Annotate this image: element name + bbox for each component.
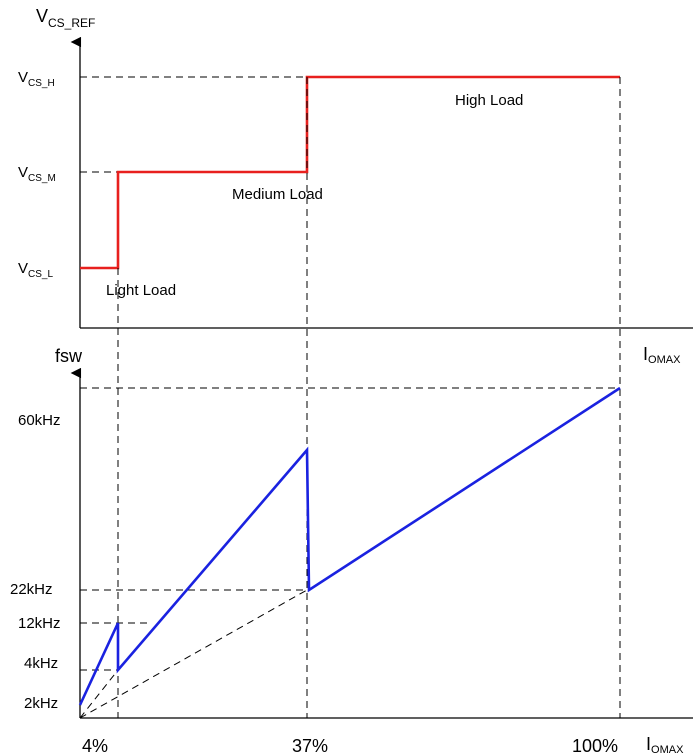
bottom-y-axis-title: fsw — [55, 346, 83, 366]
region-label-medium-load: Medium Load — [232, 186, 323, 203]
diag-extension-high — [79, 589, 308, 719]
switching-frequency-curve — [78, 386, 621, 706]
x-tick-4pct: 4% — [82, 736, 108, 755]
y-tick-12khz: 12kHz — [18, 615, 61, 632]
y-tick-60khz: 60kHz — [18, 412, 61, 429]
y-tick-22khz: 22kHz — [10, 581, 53, 598]
y-tick-4khz: 4kHz — [24, 655, 58, 672]
current-reference-step-curve — [80, 75, 620, 270]
y-tick-2khz: 2kHz — [24, 695, 58, 712]
top-y-axis-title: VCS_REF — [36, 6, 95, 30]
level-label-vcs-h: VCS_H — [18, 69, 55, 89]
bottom-chart: fsw 60kHz 22kHz 12kHz 4kHz 2kHz 4% 37% 1… — [10, 346, 693, 755]
bottom-x-axis-title: IOMAX — [646, 734, 684, 755]
top-chart: VCS_REF VCS_H VCS_M VCS_L Light Load Med… — [18, 6, 693, 366]
level-label-vcs-l: VCS_L — [18, 260, 53, 280]
top-x-axis-title: IOMAX — [643, 344, 681, 366]
region-label-light-load: Light Load — [106, 282, 176, 299]
x-tick-100pct: 100% — [572, 736, 618, 755]
x-tick-37pct: 37% — [292, 736, 328, 755]
level-label-vcs-m: VCS_M — [18, 164, 56, 184]
region-label-high-load: High Load — [455, 92, 523, 109]
diag-extension-light — [79, 669, 119, 719]
